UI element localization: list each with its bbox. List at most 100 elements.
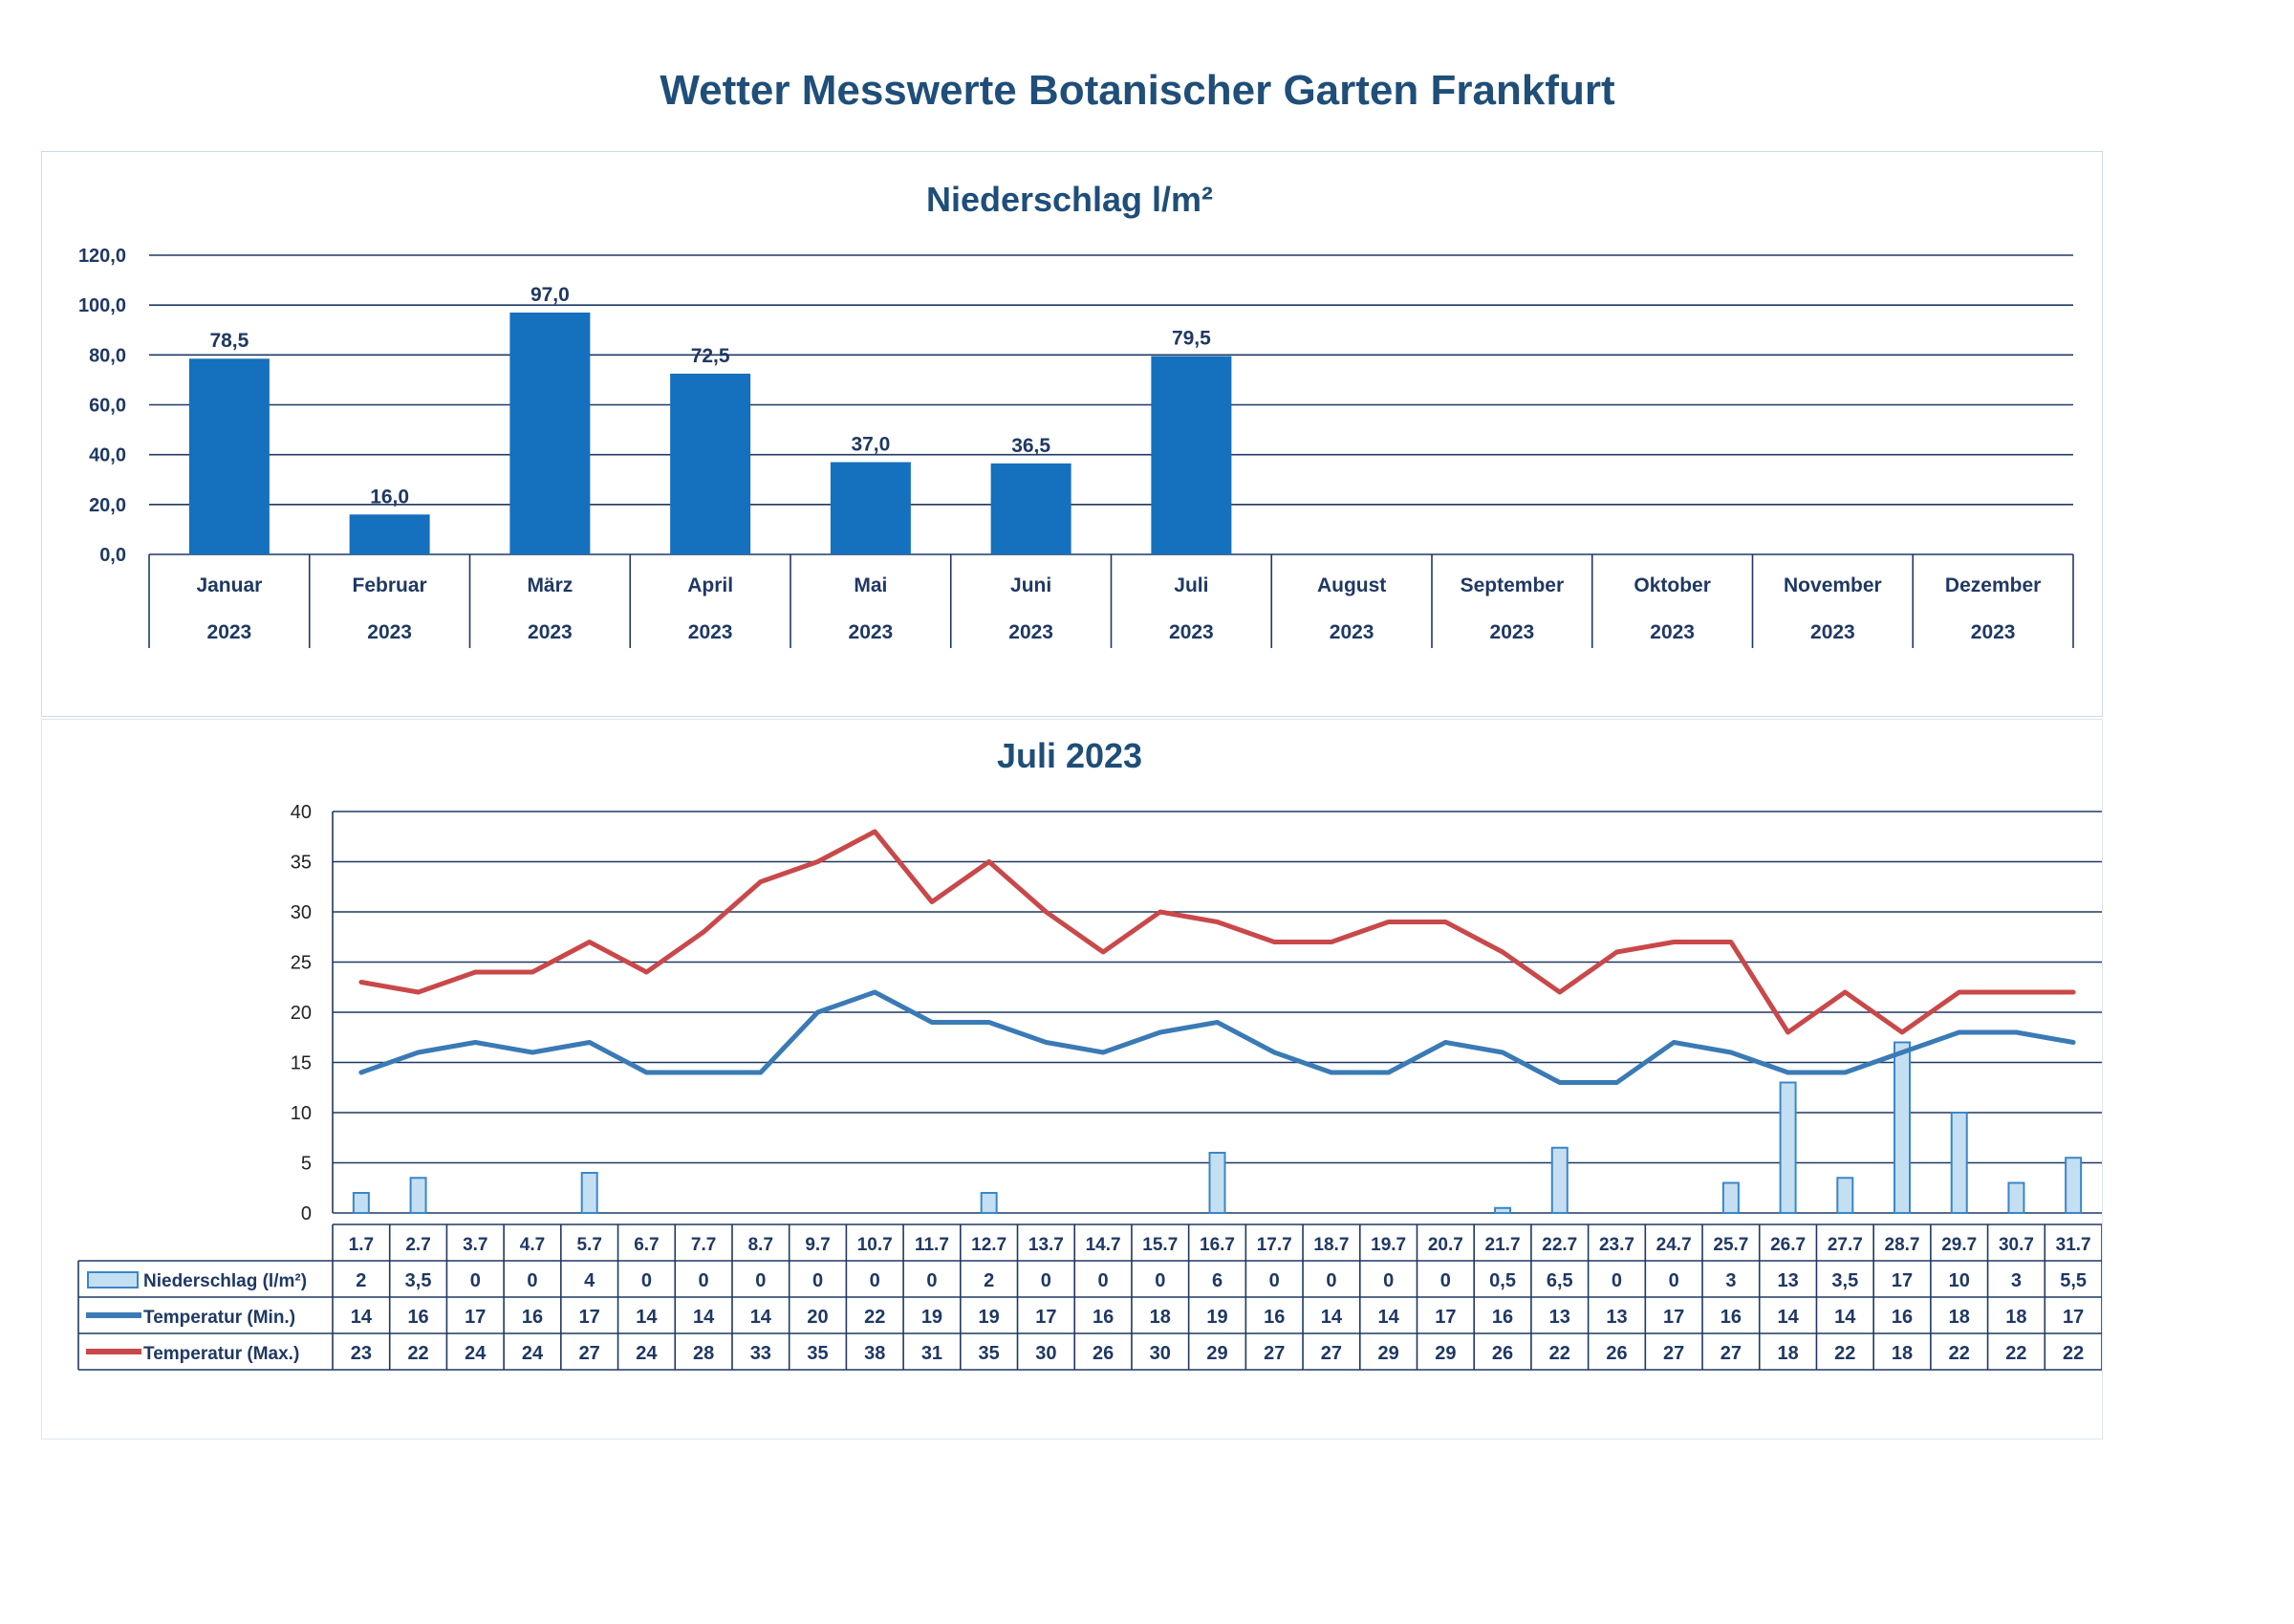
data-table-cell: 4 bbox=[584, 1270, 595, 1291]
data-table-cell: 0 bbox=[1155, 1270, 1165, 1291]
bar-value-label: 79,5 bbox=[1172, 328, 1211, 350]
max-temperature-line bbox=[358, 829, 2076, 1035]
bar-value-label: 72,5 bbox=[691, 345, 730, 367]
y-tick-label: 0,0 bbox=[99, 545, 126, 566]
data-table-cell: 14 bbox=[636, 1307, 658, 1328]
data-table-cell: 38 bbox=[864, 1343, 885, 1364]
data-table-cell: 17 bbox=[2063, 1307, 2084, 1328]
data-table-cell: 0 bbox=[1612, 1270, 1622, 1291]
x-tick-sublabel: 2023 bbox=[1330, 621, 1374, 643]
y-tick-label: 60,0 bbox=[89, 396, 126, 417]
data-table-cell: 24 bbox=[465, 1343, 487, 1364]
data-table-cell: 3 bbox=[2011, 1270, 2022, 1291]
daily-precipitation-bar bbox=[352, 1192, 370, 1214]
data-table-cell: 0 bbox=[755, 1270, 766, 1291]
data-table-cell: 18 bbox=[1949, 1307, 1970, 1328]
x-tick-sublabel: 2023 bbox=[1008, 621, 1053, 643]
data-table-cell: 0 bbox=[470, 1270, 481, 1291]
data-table-cell: 29 bbox=[1435, 1343, 1456, 1364]
data-table-cell: 0 bbox=[1098, 1270, 1109, 1291]
data-table-cell: 22 bbox=[2063, 1343, 2084, 1364]
data-table-cell: 16 bbox=[522, 1307, 543, 1328]
x-tick-label: Juli bbox=[1174, 574, 1208, 596]
data-table-cell: 3,5 bbox=[405, 1270, 432, 1291]
data-table-cell: 26 bbox=[1093, 1343, 1114, 1364]
y-tick-label: 5 bbox=[301, 1154, 312, 1175]
x-tick-label: Juni bbox=[1010, 574, 1051, 596]
data-table-cell: 3,5 bbox=[1831, 1270, 1858, 1291]
data-table-cell: 16 bbox=[1093, 1307, 1114, 1328]
y-tick-label: 0 bbox=[301, 1203, 312, 1224]
data-table-cell: 17 bbox=[1035, 1307, 1056, 1328]
data-table-cell: 18 bbox=[1892, 1343, 1913, 1364]
data-table-cell: 16 bbox=[1720, 1307, 1742, 1328]
x-tick-label: 2.7 bbox=[405, 1235, 430, 1255]
x-tick-label: 18.7 bbox=[1313, 1235, 1349, 1255]
data-table-cell: 18 bbox=[1150, 1307, 1171, 1328]
x-tick-label: August bbox=[1317, 574, 1386, 596]
data-table-cell: 17 bbox=[1892, 1270, 1913, 1291]
y-tick-label: 25 bbox=[291, 953, 312, 974]
data-table-cell: 0 bbox=[926, 1270, 937, 1291]
data-table-cell: 22 bbox=[1949, 1343, 1970, 1364]
data-table-cell: 29 bbox=[1378, 1343, 1399, 1364]
daily-precipitation-bar bbox=[1779, 1081, 1797, 1214]
x-tick-label: 27.7 bbox=[1828, 1235, 1863, 1255]
x-tick-label: 31.7 bbox=[2056, 1235, 2091, 1255]
data-table-cell: 0 bbox=[641, 1270, 652, 1291]
bar bbox=[509, 312, 591, 554]
daily-precipitation-bar bbox=[1721, 1181, 1740, 1214]
legend-label: Temperatur (Max.) bbox=[143, 1344, 299, 1364]
data-table-cell: 17 bbox=[1663, 1307, 1684, 1328]
x-tick-sublabel: 2023 bbox=[207, 621, 252, 643]
data-table-cell: 0 bbox=[1440, 1270, 1451, 1291]
july-weather-panel: Juli 2023 0 5 10 15 20 25 30 35 40 1.7 2.7 3.7 4.7 5.7… bbox=[41, 719, 2103, 1440]
y-tick-label: 30 bbox=[291, 902, 312, 923]
x-tick-sublabel: 2023 bbox=[367, 621, 412, 643]
legend-key-precipitation bbox=[87, 1271, 139, 1288]
data-table-cell: 26 bbox=[1492, 1343, 1513, 1364]
data-table-cell: 27 bbox=[1321, 1343, 1342, 1364]
x-tick-label: 16.7 bbox=[1200, 1235, 1235, 1255]
data-table-cell: 22 bbox=[1549, 1343, 1570, 1364]
x-tick-label: 20.7 bbox=[1428, 1235, 1463, 1255]
data-table-cell: 16 bbox=[407, 1307, 428, 1328]
data-table-cell: 27 bbox=[579, 1343, 600, 1364]
daily-precipitation-bar bbox=[580, 1172, 598, 1214]
data-table-cell: 0 bbox=[1669, 1270, 1679, 1291]
x-tick-label: 14.7 bbox=[1086, 1235, 1121, 1255]
monthly-precipitation-panel: Niederschlag l/m² 0,0 20,0 40,0 60,0 80,0 100,… bbox=[41, 151, 2103, 717]
x-tick-label: Mai bbox=[854, 574, 887, 596]
data-table-cell: 24 bbox=[522, 1343, 544, 1364]
x-tick-label: 17.7 bbox=[1257, 1235, 1292, 1255]
data-table-cell: 0 bbox=[699, 1270, 709, 1291]
x-tick-label: 25.7 bbox=[1713, 1235, 1748, 1255]
x-tick-label: 5.7 bbox=[576, 1235, 601, 1255]
data-table-cell: 18 bbox=[2005, 1307, 2026, 1328]
daily-precipitation-bar bbox=[1894, 1041, 1912, 1214]
data-table-cell: 30 bbox=[1150, 1343, 1171, 1364]
data-table-cell: 16 bbox=[1492, 1307, 1513, 1328]
x-tick-label: Dezember bbox=[1945, 574, 2041, 596]
data-table-cell: 14 bbox=[351, 1307, 373, 1328]
bar-value-label: 78,5 bbox=[209, 330, 249, 352]
data-table-cell: 19 bbox=[979, 1307, 1000, 1328]
y-tick-label: 100,0 bbox=[78, 295, 126, 316]
data-table-cell: 24 bbox=[636, 1343, 658, 1364]
data-table-cell: 3 bbox=[1725, 1270, 1736, 1291]
x-tick-label: 11.7 bbox=[915, 1235, 949, 1255]
data-table-cell: 23 bbox=[351, 1343, 372, 1364]
data-table-cell: 17 bbox=[465, 1307, 486, 1328]
data-table-cell: 17 bbox=[1435, 1307, 1456, 1328]
x-tick-label: Februar bbox=[353, 574, 427, 596]
data-table-cell: 22 bbox=[1834, 1343, 1855, 1364]
x-tick-label: 26.7 bbox=[1770, 1235, 1806, 1255]
data-table-cell: 0 bbox=[1041, 1270, 1051, 1291]
data-table-cell: 29 bbox=[1206, 1343, 1227, 1364]
data-table-cell: 5,5 bbox=[2060, 1270, 2087, 1291]
y-tick-label: 20 bbox=[291, 1003, 312, 1024]
x-tick-label: 24.7 bbox=[1656, 1235, 1692, 1255]
daily-precipitation-bar bbox=[1950, 1112, 1968, 1214]
x-tick-sublabel: 2023 bbox=[1169, 621, 1214, 643]
